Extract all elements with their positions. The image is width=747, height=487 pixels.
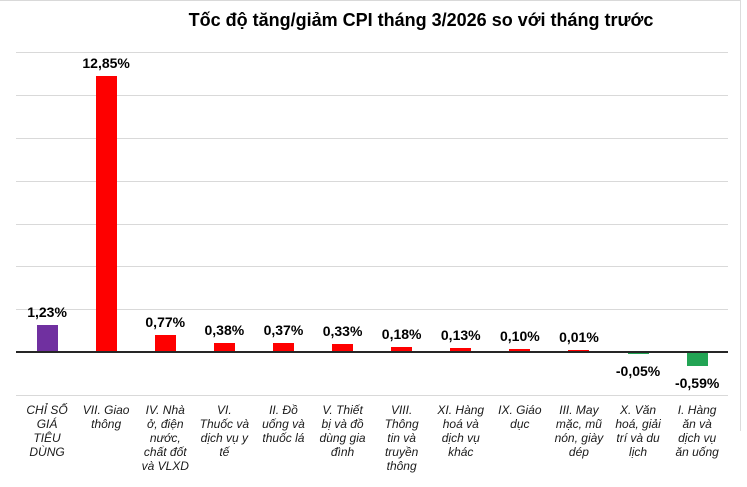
bar-value-label: 0,10% (499, 327, 540, 344)
x-axis-category-label: VI. Thuốc và dịch vụ y tế (199, 403, 250, 459)
bar-value-label: 0,33% (322, 322, 363, 339)
gridline (16, 223, 728, 225)
bar (509, 348, 531, 351)
bar-value-label: 0,18% (381, 326, 422, 343)
bar (686, 353, 708, 366)
gridline (16, 95, 728, 97)
bar (332, 343, 354, 351)
bar (272, 343, 294, 351)
frame-top-border (0, 0, 741, 1)
x-axis-category-label: X. Văn hoá, giải trí và du lịch (615, 403, 661, 459)
x-axis-category-label: V. Thiết bị và đồ dùng gia đình (319, 403, 366, 459)
bar-value-label: -0,05% (615, 363, 661, 380)
gridline (16, 266, 728, 268)
gridline (16, 138, 728, 139)
bar-value-label: 12,85% (82, 55, 130, 71)
x-axis-category-label: II. Đồ uống và thuốc lá (262, 403, 305, 445)
bar (154, 334, 176, 351)
bar-value-label: 1,23% (27, 303, 67, 320)
bar (36, 324, 58, 351)
x-axis-category-label: VIII. Thông tin và truyền thông (384, 403, 419, 473)
bar-value-label: 0,37% (263, 322, 304, 339)
bar-value-label: 0,01% (559, 329, 599, 345)
bar (213, 342, 235, 351)
gridline (16, 52, 728, 54)
x-axis-category-label: CHỈ SỐ GIÁ TIÊU DÙNG (26, 403, 68, 459)
bar-value-label: -0,59% (674, 374, 720, 391)
bar (450, 348, 472, 351)
bar-value-label: 0,13% (440, 327, 481, 344)
x-axis-category-label: I. Hàng ăn và dịch vụ ăn uống (675, 403, 719, 459)
bar (568, 350, 590, 351)
x-axis-category-label: VII. Giao thông (82, 403, 130, 431)
bar-value-label: 0,38% (204, 321, 245, 338)
chart-title: Tốc độ tăng/giảm CPI tháng 3/2026 so với… (188, 10, 654, 30)
x-axis-category-label: XI. Hàng hoá và dịch vụ khác (437, 403, 485, 459)
frame-right-border (740, 0, 741, 431)
x-axis-category-label: IV. Nhà ở, điện nước, chất đốt và VLXD (141, 403, 189, 473)
bar-value-label: 0,77% (145, 313, 186, 330)
bar (627, 353, 649, 355)
x-axis-category-label: IX. Giáo dục (498, 403, 542, 431)
x-axis-line (16, 351, 728, 353)
gridline (16, 309, 728, 311)
gridline (16, 394, 728, 396)
x-axis-category-label: III. May mặc, mũ nón, giày dép (554, 403, 604, 459)
gridline (16, 180, 728, 182)
bar (95, 76, 117, 351)
bar (391, 347, 413, 351)
